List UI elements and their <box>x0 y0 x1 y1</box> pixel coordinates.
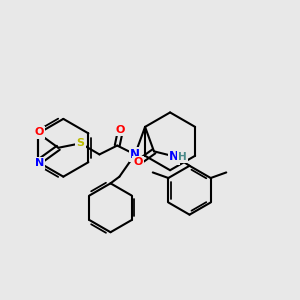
Text: O: O <box>116 125 125 135</box>
Text: N: N <box>169 150 179 164</box>
Text: H: H <box>178 152 187 162</box>
Text: N: N <box>35 158 44 168</box>
Text: O: O <box>134 158 143 167</box>
Text: N: N <box>130 148 140 161</box>
Text: O: O <box>35 127 44 137</box>
Text: S: S <box>76 138 85 148</box>
